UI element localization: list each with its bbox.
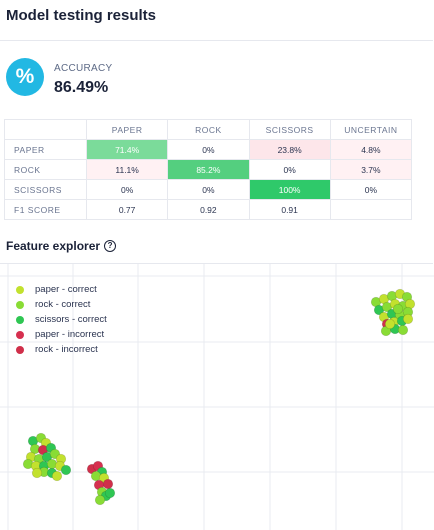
scatter-point[interactable]: [402, 313, 414, 325]
scatter-point[interactable]: [392, 303, 404, 315]
matrix-row-f1-score: F1 SCORE 0.77 0.92 0.91: [4, 199, 413, 220]
feature-explorer-title: Feature explorer: [6, 239, 101, 253]
divider: [0, 263, 433, 264]
feature-explorer-heading: Feature explorer ?: [6, 239, 117, 253]
plot-legend: paper - correct rock - correct scissors …: [16, 282, 107, 357]
f1-score-cell: 0.77: [85, 199, 169, 220]
legend-item-rock-correct: rock - correct: [16, 297, 107, 312]
scatter-point[interactable]: [397, 324, 409, 336]
legend-label: paper - correct: [35, 284, 97, 295]
matrix-cell: 0%: [329, 179, 413, 200]
legend-swatch: [16, 315, 24, 324]
corner-cell: [4, 119, 87, 140]
scatter-point[interactable]: [60, 464, 72, 476]
matrix-cell: 23.8%: [248, 139, 331, 160]
percent-icon: %: [6, 58, 44, 96]
results-header: Model testing results: [0, 0, 433, 41]
scatter-point[interactable]: [31, 467, 43, 479]
scatter-point[interactable]: [102, 478, 114, 490]
row-header-paper: PAPER: [4, 139, 87, 160]
matrix-cell: 100%: [248, 179, 331, 200]
legend-item-rock-incorrect: rock - incorrect: [16, 342, 107, 357]
matrix-cell: 71.4%: [85, 139, 169, 160]
row-header-scissors: SCISSORS: [4, 179, 87, 200]
accuracy-value: 86.49%: [54, 79, 109, 96]
legend-swatch: [16, 345, 24, 354]
matrix-cell: 4.8%: [329, 139, 413, 160]
confusion-matrix-header-row: PAPER ROCK SCISSORS UNCERTAIN: [4, 119, 413, 140]
plot-gridlines: [0, 264, 434, 530]
legend-swatch: [16, 300, 24, 309]
legend-label: paper - incorrect: [35, 329, 105, 340]
matrix-cell: 85.2%: [167, 159, 250, 180]
plot-points: [22, 288, 416, 506]
scatter-point[interactable]: [94, 494, 106, 506]
column-header-paper: PAPER: [85, 119, 169, 140]
matrix-cell: 0%: [167, 179, 250, 200]
matrix-cell: 0%: [85, 179, 169, 200]
legend-swatch: [16, 285, 24, 294]
matrix-cell: 11.1%: [85, 159, 169, 180]
legend-label: scissors - correct: [35, 314, 107, 325]
column-header-uncertain: UNCERTAIN: [329, 119, 413, 140]
matrix-cell: 0%: [248, 159, 331, 180]
accuracy-label: ACCURACY: [54, 63, 113, 74]
f1-score-cell: [329, 199, 413, 220]
matrix-row-rock: ROCK 11.1% 85.2% 0% 3.7%: [4, 159, 413, 180]
legend-label: rock - incorrect: [35, 344, 98, 355]
legend-item-scissors-correct: scissors - correct: [16, 312, 107, 327]
matrix-row-scissors: SCISSORS 0% 0% 100% 0%: [4, 179, 413, 200]
legend-swatch: [16, 330, 24, 339]
f1-score-cell: 0.92: [167, 199, 250, 220]
feature-explorer-plot[interactable]: [0, 264, 434, 530]
row-header-f1-score: F1 SCORE: [4, 199, 87, 220]
legend-item-paper-incorrect: paper - incorrect: [16, 327, 107, 342]
accuracy-panel: % ACCURACY 86.49%: [6, 58, 306, 104]
scatter-point[interactable]: [384, 318, 396, 330]
matrix-cell: 0%: [167, 139, 250, 160]
legend-label: rock - correct: [35, 299, 91, 310]
scatter-point[interactable]: [51, 470, 63, 482]
f1-score-cell: 0.91: [248, 199, 331, 220]
row-header-rock: ROCK: [4, 159, 87, 180]
confusion-matrix: PAPER ROCK SCISSORS UNCERTAIN PAPER 71.4…: [4, 119, 413, 220]
scatter-point[interactable]: [104, 487, 116, 499]
column-header-scissors: SCISSORS: [248, 119, 331, 140]
legend-item-paper-correct: paper - correct: [16, 282, 107, 297]
page-title: Model testing results: [6, 7, 157, 24]
column-header-rock: ROCK: [167, 119, 250, 140]
matrix-cell: 3.7%: [329, 159, 413, 180]
question-circle-icon[interactable]: ?: [104, 240, 117, 252]
matrix-row-paper: PAPER 71.4% 0% 23.8% 4.8%: [4, 139, 413, 160]
